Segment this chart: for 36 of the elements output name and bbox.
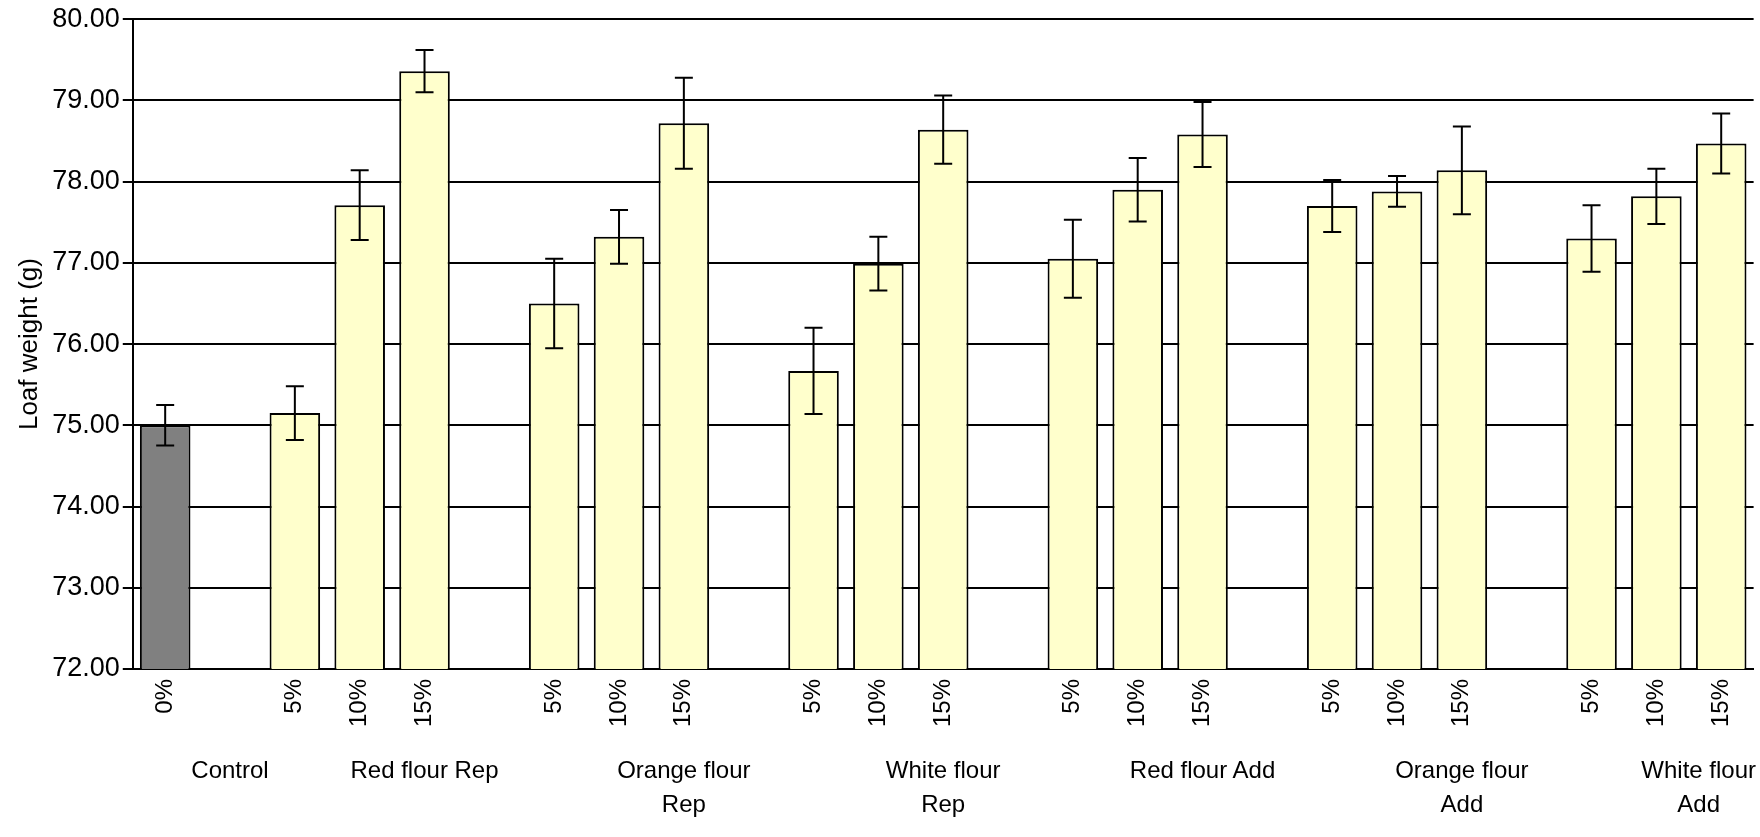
x-tick-label: 5%	[1576, 678, 1604, 714]
x-tick-label: 5%	[1316, 678, 1344, 714]
x-tick-label: 5%	[538, 678, 566, 714]
x-tick-label: 5%	[1057, 678, 1085, 714]
text: Orange flour Rep	[617, 755, 751, 817]
y-tick-label: 76.00	[52, 327, 120, 358]
y-tick-label: 75.00	[52, 408, 120, 439]
text: Control	[191, 755, 269, 783]
x-tick-label: 15%	[668, 678, 696, 728]
x-tick-label: 15%	[1705, 678, 1733, 728]
text: Red flour Rep	[350, 755, 499, 783]
text: White flour Add	[1641, 755, 1757, 817]
x-tick-label: 0%	[149, 678, 177, 714]
x-tick-label: 10%	[344, 678, 372, 728]
y-tick-label: 74.00	[52, 489, 120, 520]
x-tick-label: 5%	[798, 678, 826, 714]
y-axis-title: Loaf weight (g)	[12, 258, 43, 431]
x-tick-label: 15%	[409, 678, 437, 728]
y-tick-label: 79.00	[52, 83, 120, 114]
y-tick-label: 78.00	[52, 165, 120, 196]
x-tick-label: 10%	[1640, 678, 1668, 728]
x-tick-label: 5%	[279, 678, 307, 714]
x-tick-label: 10%	[1122, 678, 1150, 728]
x-tick-label: 15%	[1446, 678, 1474, 728]
x-tick-label: 10%	[1381, 678, 1409, 728]
y-tick-label: 72.00	[52, 652, 120, 683]
y-tick-label: 77.00	[52, 246, 120, 277]
x-tick-label: 15%	[1187, 678, 1215, 728]
text: Orange flour Add	[1395, 755, 1529, 817]
x-tick-label: 10%	[862, 678, 890, 728]
text: Red flour Add	[1129, 755, 1276, 783]
text: White flour Rep	[885, 755, 1001, 817]
x-tick-label: 10%	[603, 678, 631, 728]
y-tick-label: 73.00	[52, 571, 120, 602]
x-tick-label: 15%	[927, 678, 955, 728]
y-tick-label: 80.00	[52, 2, 120, 33]
